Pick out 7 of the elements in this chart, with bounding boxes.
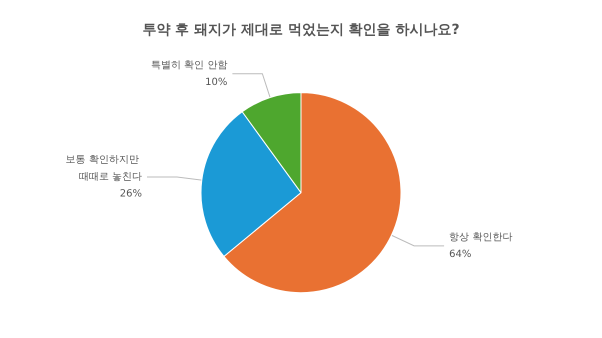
data-label: 64% <box>449 248 472 260</box>
chart-title: 투약 후 돼지가 제대로 먹었는지 확인을 하시나요? <box>142 22 460 38</box>
slice-label: 항상 확인한다 <box>449 232 512 243</box>
slice-label: 특별히 확인 안함 <box>151 60 228 71</box>
slice-label: 보통 확인하지만 때때로 놓친다 <box>66 154 142 182</box>
data-label: 26% <box>120 188 142 200</box>
data-label: 10% <box>205 76 228 88</box>
